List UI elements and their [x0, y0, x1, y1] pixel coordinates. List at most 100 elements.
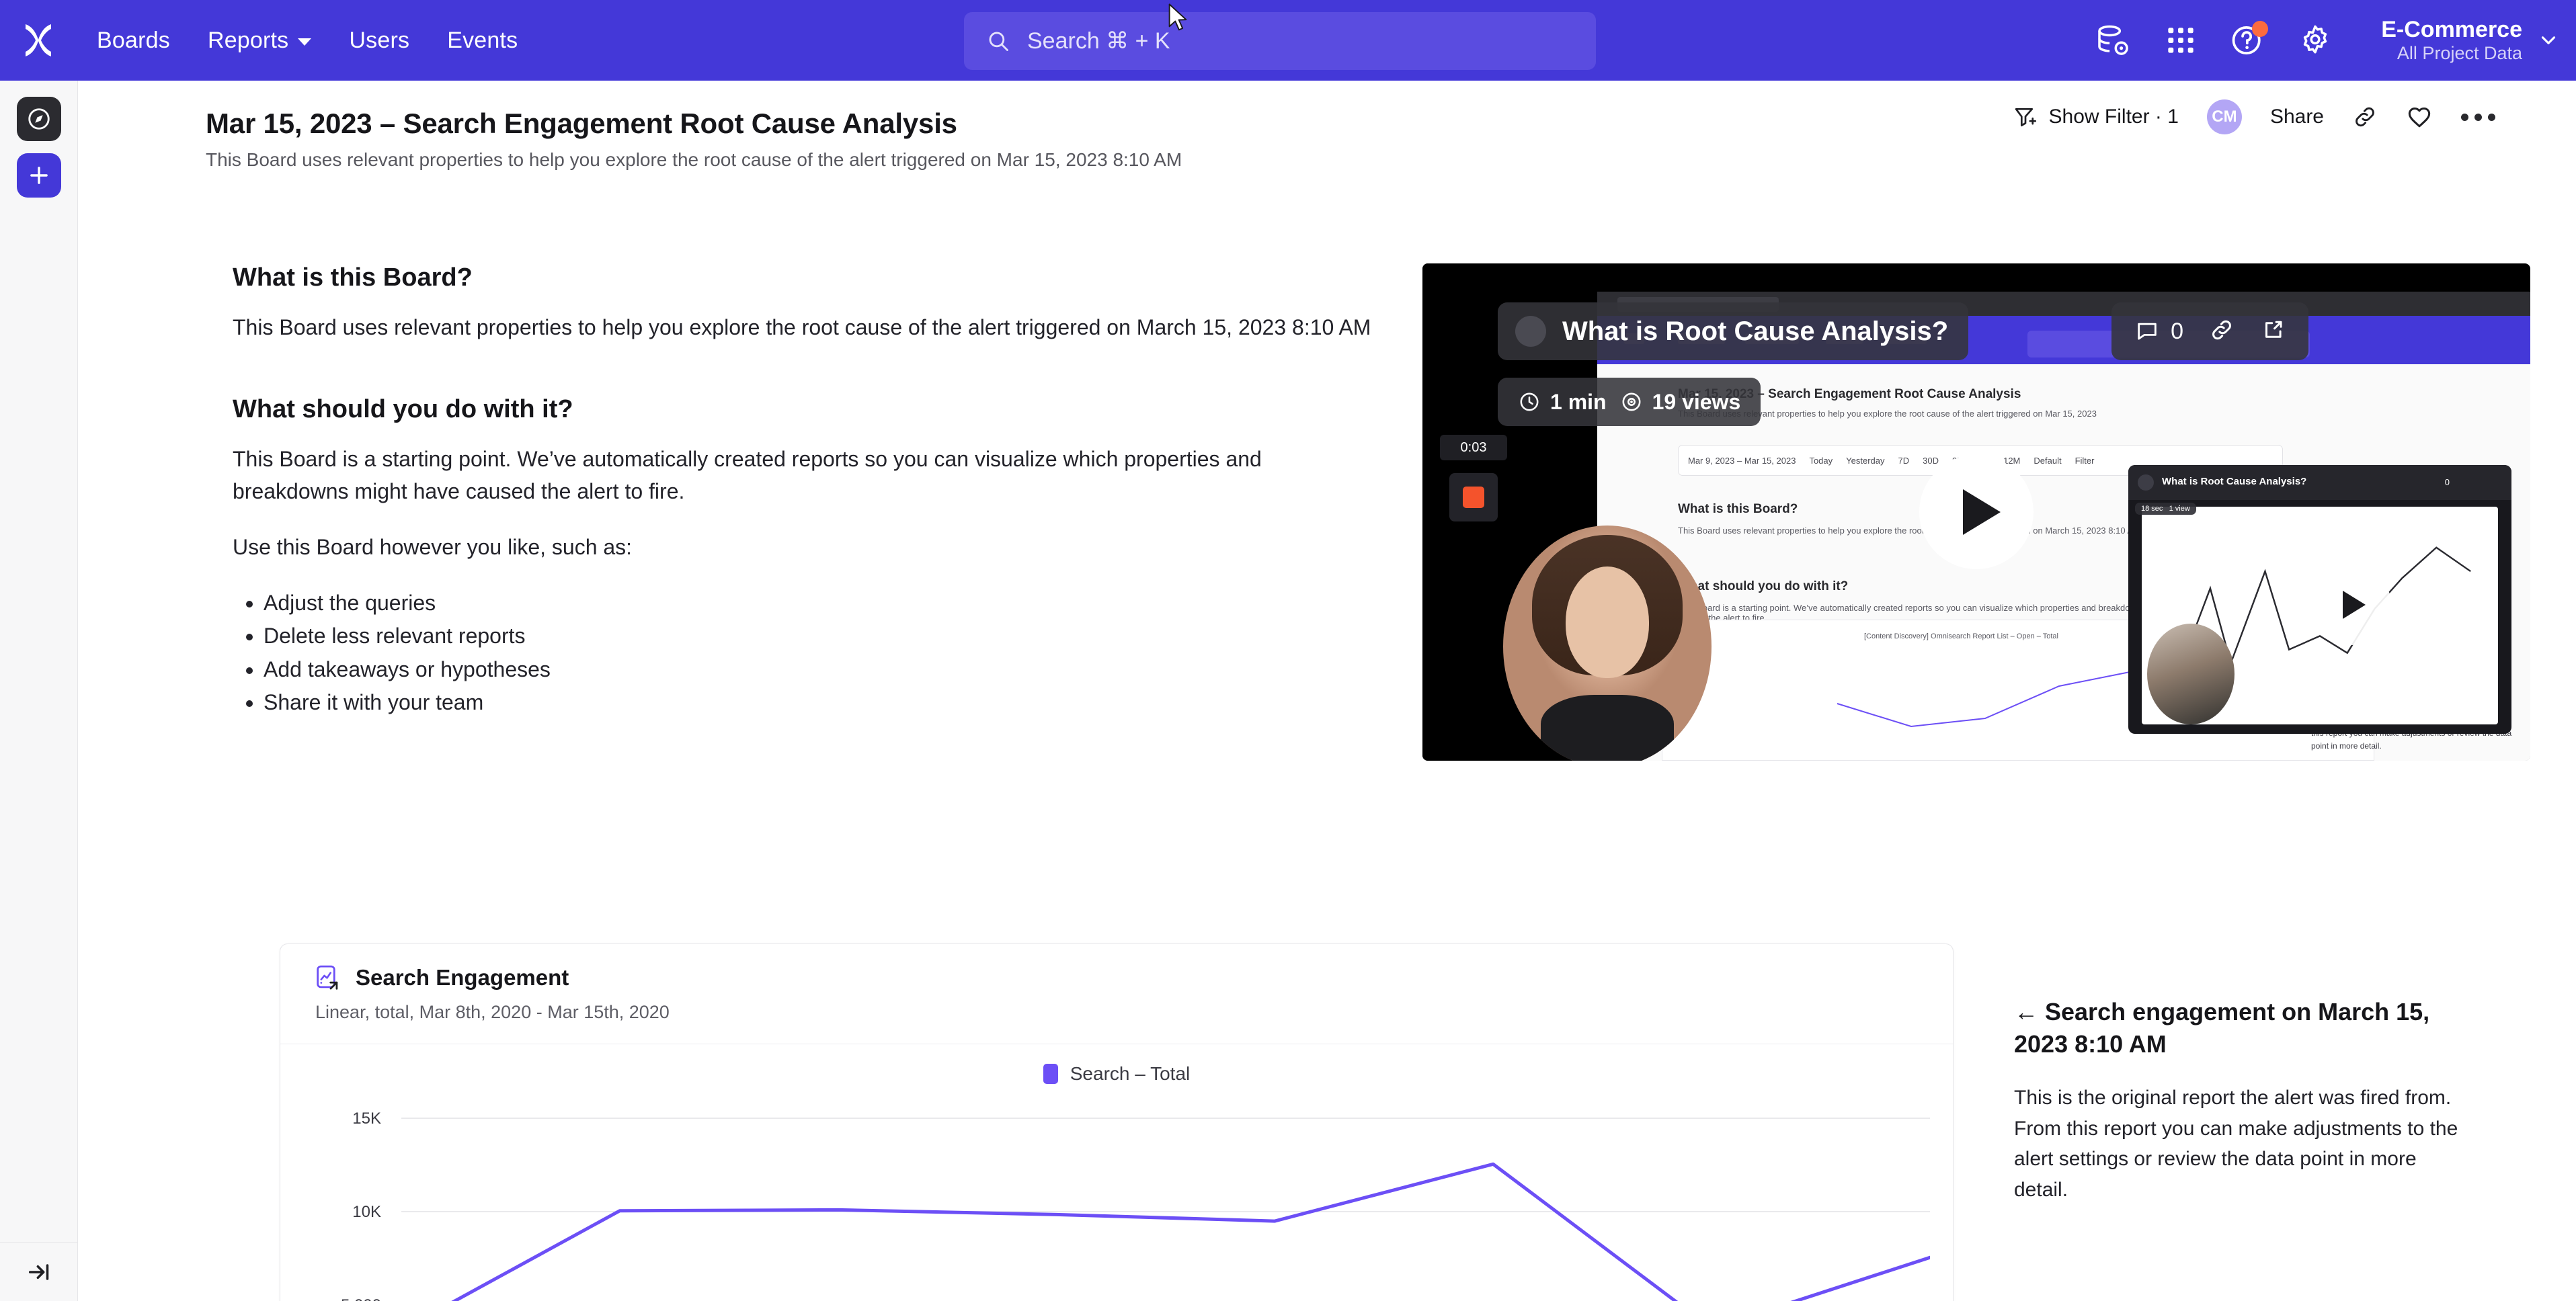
nav-right-actions: E-Commerce All Project Data — [2095, 0, 2560, 81]
global-search-input[interactable]: Search ⌘ + K — [964, 12, 1596, 70]
gridline-15k — [401, 1118, 1930, 1119]
top-navigation-bar: Boards Reports Users Events Search ⌘ + K — [0, 0, 2576, 81]
thumb-nested-presenter — [2147, 624, 2235, 724]
video-comment-button[interactable]: 0 — [2134, 319, 2183, 345]
video-thumbnail-screenshot: Mar 15, 2023 – Search Engagement Root Ca… — [1597, 292, 2530, 761]
video-meta-pill: 1 min 19 views — [1498, 378, 1761, 426]
favorite-button[interactable] — [2406, 103, 2433, 130]
report-subtitle: Linear, total, Mar 8th, 2020 - Mar 15th,… — [315, 1002, 670, 1022]
spacer — [233, 367, 1375, 395]
video-copy-link-button[interactable] — [2209, 317, 2235, 346]
thumb-nested-duration: 18 sec — [2141, 505, 2163, 513]
chart-legend: Search – Total — [280, 1044, 1953, 1103]
sidebar-collapse-button[interactable] — [0, 1242, 78, 1301]
report-header: Search Engagement Linear, total, Mar 8th… — [280, 944, 1953, 1023]
report-card-search-engagement[interactable]: Search Engagement Linear, total, Mar 8th… — [280, 943, 1954, 1301]
sidebar-add-button[interactable] — [16, 153, 61, 198]
external-link-icon — [2265, 321, 2282, 338]
avatar[interactable]: CM — [2206, 99, 2242, 134]
y-tick-5000: 5,000 — [294, 1296, 381, 1301]
video-open-external-button[interactable] — [2260, 317, 2286, 346]
gear-icon[interactable] — [2296, 22, 2334, 59]
list-item: Adjust the queries — [264, 587, 1375, 620]
project-name: E-Commerce — [2381, 17, 2522, 43]
primary-nav-links: Boards Reports Users Events — [78, 28, 536, 54]
apps-grid-icon[interactable] — [2162, 22, 2200, 59]
doc-paragraph-3: Use this Board however you like, such as… — [233, 534, 633, 559]
heart-icon — [2408, 107, 2431, 128]
y-tick-10k: 10K — [352, 1203, 381, 1221]
gridline-10k — [401, 1211, 1930, 1212]
thumb-nested-play-button — [2310, 564, 2391, 645]
thumb-h1: What is this Board? — [1678, 502, 1798, 516]
search-icon — [989, 32, 1008, 51]
mixpanel-logo-icon — [26, 24, 51, 56]
video-play-button[interactable] — [1919, 455, 2034, 569]
presenter-face — [1566, 566, 1649, 678]
list-item: Delete less relevant reports — [264, 620, 1375, 653]
thumb-chip-today: Today — [1809, 455, 1833, 466]
compass-icon — [28, 108, 50, 130]
more-options-button[interactable] — [2461, 113, 2495, 121]
thumb-board-sub: This Board uses relevant properties to h… — [1678, 409, 2097, 419]
list-item: Add takeaways or hypotheses — [264, 653, 1375, 687]
doc-heading-1: What is this Board? — [233, 263, 473, 292]
filter-add-icon — [2015, 108, 2036, 127]
collapse-sidebar-icon — [28, 1263, 49, 1280]
data-stack-icon[interactable] — [2095, 22, 2132, 59]
help-notification-badge — [2252, 21, 2269, 37]
nav-item-reports[interactable]: Reports — [189, 28, 330, 54]
video-duration-group: 1 min — [1518, 390, 1607, 415]
help-icon[interactable] — [2229, 21, 2269, 59]
nav-item-events[interactable]: Events — [428, 28, 536, 54]
presenter-video-bubble — [1503, 526, 1712, 761]
search-placeholder: Search ⌘ + K — [1027, 28, 1170, 54]
nav-item-reports-label: Reports — [207, 27, 289, 53]
nav-item-events-label: Events — [447, 27, 518, 53]
sidebar-item-explore[interactable] — [16, 97, 61, 141]
share-button[interactable]: Share — [2270, 106, 2324, 128]
show-filter-button[interactable]: Show Filter · 1 — [2013, 104, 2179, 130]
page-subtitle: This Board uses relevant properties to h… — [206, 149, 1182, 170]
legend-label: Search – Total — [1070, 1063, 1191, 1084]
chevron-down-icon — [2541, 36, 2556, 44]
report-side-note: ← Search engagement on March 15, 2023 8:… — [2014, 996, 2471, 1205]
nav-item-users-label: Users — [349, 27, 410, 53]
video-title: What is Root Cause Analysis? — [1562, 316, 1949, 346]
thumb-filter-label: Filter — [2075, 455, 2095, 466]
video-duration: 1 min — [1550, 389, 1607, 414]
video-comment-count: 0 — [2171, 318, 2183, 344]
y-tick-15k: 15K — [352, 1109, 381, 1128]
project-switcher[interactable]: E-Commerce All Project Data — [2364, 16, 2560, 65]
share-label: Share — [2269, 106, 2324, 128]
board-header-actions: Show Filter · 1 CM Share — [2013, 99, 2495, 134]
copy-link-button[interactable] — [2352, 104, 2378, 130]
doc-bullet-list: Adjust the queries Delete less relevant … — [264, 587, 1375, 720]
left-sidebar-rail — [0, 81, 78, 1301]
show-filter-label: Show Filter · 1 — [2048, 106, 2179, 128]
video-player-card[interactable]: Mar 15, 2023 – Search Engagement Root Ca… — [1422, 263, 2530, 761]
nav-item-boards[interactable]: Boards — [78, 28, 189, 54]
presenter-body — [1540, 695, 1675, 761]
link-icon — [2212, 320, 2231, 339]
thumb-chip-default: Default — [2034, 455, 2062, 466]
plus-icon — [30, 167, 48, 184]
video-views-group: 19 views — [1620, 390, 1740, 415]
note-body: This is the original report the alert wa… — [2014, 1087, 2458, 1201]
board-header: Mar 15, 2023 – Search Engagement Root Ca… — [78, 81, 2576, 170]
chart-series-line — [401, 1044, 1930, 1301]
thumb-chip-30d: 30D — [1923, 455, 1939, 466]
thumb-nested-views: 1 view — [2169, 505, 2190, 513]
thumb-legend: [Content Discovery] Omnisearch Report Li… — [1864, 632, 2058, 640]
nav-item-users[interactable]: Users — [330, 28, 428, 54]
thumb-chip-yesterday: Yesterday — [1846, 455, 1885, 466]
note-title: ← Search engagement on March 15, 2023 8:… — [2014, 998, 2430, 1058]
thumb-body: Mar 15, 2023 – Search Engagement Root Ca… — [1597, 364, 2530, 761]
mixpanel-logo[interactable] — [0, 23, 78, 58]
mouse-cursor — [1168, 3, 1187, 31]
list-item: Share it with your team — [264, 686, 1375, 720]
thumb-nested-video-bar: What is Root Cause Analysis? 0 — [2128, 465, 2511, 500]
report-title: Search Engagement — [356, 965, 569, 990]
more-icon — [2461, 113, 2468, 121]
chevron-down-icon — [298, 38, 312, 46]
